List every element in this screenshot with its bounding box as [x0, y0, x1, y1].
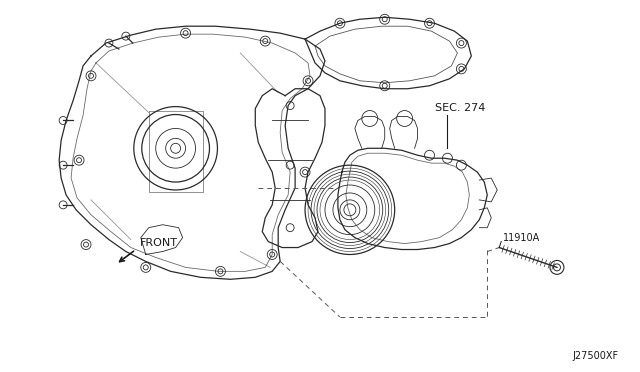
Circle shape: [550, 260, 564, 274]
Text: SEC. 274: SEC. 274: [435, 103, 485, 113]
Text: J27500XF: J27500XF: [573, 351, 619, 361]
Text: FRONT: FRONT: [140, 238, 178, 247]
Text: 11910A: 11910A: [503, 232, 540, 243]
